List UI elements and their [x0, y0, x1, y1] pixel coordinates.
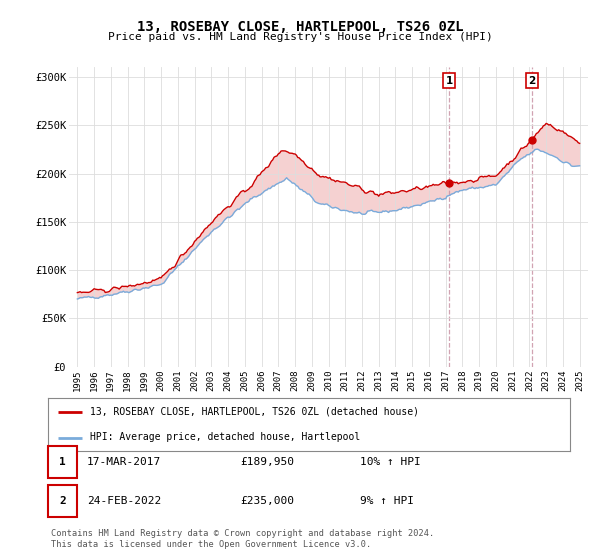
Text: 13, ROSEBAY CLOSE, HARTLEPOOL, TS26 0ZL (detached house): 13, ROSEBAY CLOSE, HARTLEPOOL, TS26 0ZL … — [90, 407, 419, 417]
Text: 1: 1 — [59, 457, 66, 467]
Text: £189,950: £189,950 — [240, 457, 294, 467]
Text: 13, ROSEBAY CLOSE, HARTLEPOOL, TS26 0ZL: 13, ROSEBAY CLOSE, HARTLEPOOL, TS26 0ZL — [137, 20, 463, 34]
Text: 1: 1 — [446, 76, 453, 86]
Text: Contains HM Land Registry data © Crown copyright and database right 2024.
This d: Contains HM Land Registry data © Crown c… — [51, 529, 434, 549]
Text: Price paid vs. HM Land Registry's House Price Index (HPI): Price paid vs. HM Land Registry's House … — [107, 32, 493, 43]
Text: £235,000: £235,000 — [240, 496, 294, 506]
Text: 2: 2 — [59, 496, 66, 506]
Text: 17-MAR-2017: 17-MAR-2017 — [87, 457, 161, 467]
Text: HPI: Average price, detached house, Hartlepool: HPI: Average price, detached house, Hart… — [90, 432, 360, 442]
Text: 10% ↑ HPI: 10% ↑ HPI — [360, 457, 421, 467]
Text: 9% ↑ HPI: 9% ↑ HPI — [360, 496, 414, 506]
Text: 2: 2 — [528, 76, 536, 86]
Text: 24-FEB-2022: 24-FEB-2022 — [87, 496, 161, 506]
